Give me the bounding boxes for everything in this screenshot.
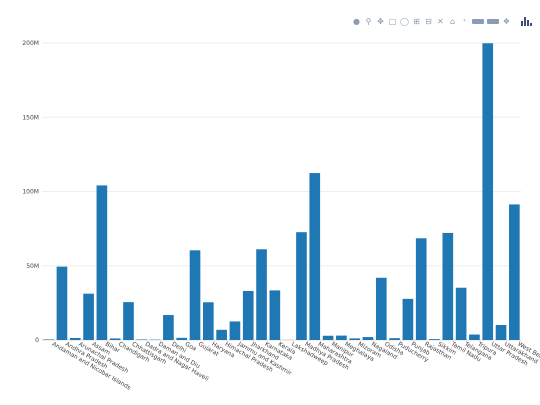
bar[interactable] (123, 302, 134, 340)
y-tick-label: 0 (35, 337, 39, 344)
y-tick-label: 100M (22, 189, 39, 196)
bar[interactable] (375, 277, 387, 340)
pan-icon[interactable]: ✥ (377, 16, 384, 26)
box-select-icon[interactable]: □ (388, 16, 397, 26)
y-tick-label: 150M (22, 114, 39, 121)
zoom-icon[interactable]: ⚲ (365, 16, 372, 26)
bar[interactable] (176, 337, 188, 340)
bar[interactable] (83, 293, 94, 340)
bar[interactable] (322, 335, 334, 340)
bar[interactable] (256, 249, 267, 340)
y-axis-ticks: 0 50M 100M 150M 200M (22, 40, 39, 344)
y-tick-label: 50M (26, 263, 39, 270)
bar[interactable] (163, 315, 174, 340)
plotly-logo-icon[interactable] (520, 16, 532, 26)
bar[interactable] (415, 238, 427, 340)
reset-axes-icon[interactable]: ⌂ (449, 16, 456, 26)
bar[interactable] (202, 302, 214, 340)
zoom-out-icon[interactable]: ⊟ (425, 16, 432, 26)
toggle-spikes-icon[interactable]: ❖ (502, 16, 511, 26)
gridlines (42, 42, 521, 341)
lasso-select-icon[interactable]: ◯ (400, 16, 409, 26)
bar[interactable] (495, 325, 507, 340)
autoscale-icon[interactable]: ✕ (437, 16, 444, 26)
bar[interactable] (189, 250, 201, 340)
hover-closest-icon[interactable] (472, 18, 484, 24)
bar[interactable] (69, 337, 81, 340)
bar[interactable] (509, 204, 520, 340)
bar[interactable] (43, 339, 54, 340)
bar[interactable] (402, 298, 414, 340)
hover-compare-icon[interactable] (487, 18, 499, 24)
bar[interactable] (362, 337, 374, 340)
camera-icon[interactable]: ● (353, 16, 360, 26)
bar[interactable] (229, 321, 241, 340)
bar[interactable] (56, 266, 68, 340)
bars (43, 43, 520, 341)
spike-lines-icon[interactable]: ⁺ (462, 16, 467, 26)
modebar: ● ⚲ ✥ □ ◯ ⊞ ⊟ ✕ ⌂ ⁺ ❖ (352, 14, 532, 28)
bar[interactable] (389, 338, 400, 340)
bar[interactable] (96, 185, 108, 340)
x-tick-label: Goa (184, 341, 198, 353)
bar[interactable] (336, 335, 347, 340)
bar[interactable] (429, 339, 440, 340)
y-tick-label: 200M (22, 40, 39, 47)
bar[interactable] (482, 43, 494, 341)
bar[interactable] (469, 334, 480, 340)
bar[interactable] (309, 173, 321, 340)
bar[interactable] (216, 329, 227, 340)
bar[interactable] (242, 290, 254, 340)
bar[interactable] (109, 338, 121, 340)
bar[interactable] (349, 338, 361, 340)
bar[interactable] (296, 232, 307, 340)
bar[interactable] (455, 287, 467, 340)
bar[interactable] (136, 339, 148, 340)
bar[interactable] (269, 290, 281, 340)
zoom-in-icon[interactable]: ⊞ (413, 16, 420, 26)
bar[interactable] (442, 232, 454, 340)
